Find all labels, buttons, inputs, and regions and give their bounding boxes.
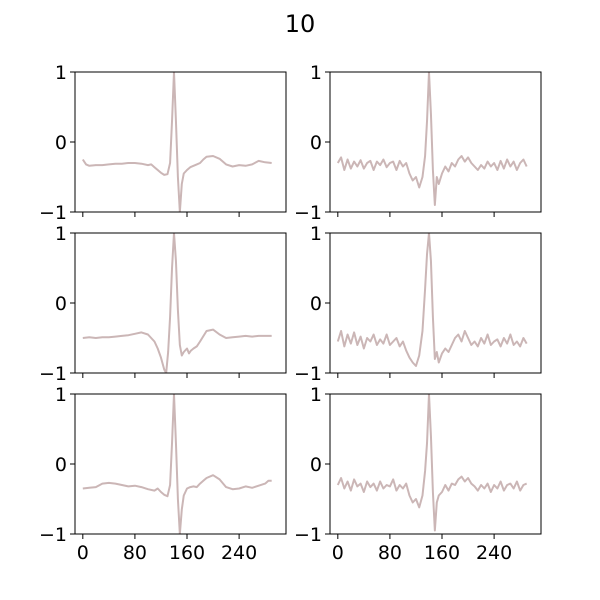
x-tick-label: 160 [424,542,460,564]
y-tick-label: 0 [310,454,322,476]
y-tick-label: 0 [55,132,67,154]
subplot-2-2: −1 0 1 [294,223,542,385]
x-tick-label: 80 [123,542,147,564]
x-tick-label: 0 [332,542,344,564]
y-tick-label: −1 [39,363,67,385]
series-line [81,72,272,212]
y-tick-label: 1 [310,62,322,84]
subplot-1-1: −1 0 1 [39,62,287,224]
y-tick-label: −1 [294,363,322,385]
y-tick-label: −1 [294,202,322,224]
x-tick-label: 80 [378,542,402,564]
y-tick-label: −1 [294,524,322,546]
y-tick-label: 0 [310,132,322,154]
y-tick-label: 1 [55,223,67,245]
y-tick-label: −1 [39,202,67,224]
subplot-1-2: −1 0 1 [294,62,542,224]
y-tick-label: 1 [310,384,322,406]
subplot-3-1: −1 0 1 0 80 160 240 [39,384,287,564]
series-line [82,394,272,534]
y-tick-label: 1 [310,223,322,245]
x-tick-label: 240 [221,542,257,564]
x-tick-label: 0 [77,542,89,564]
subplot-3-2: −1 0 1 0 80 160 240 [294,384,542,564]
y-tick-label: 1 [55,62,67,84]
x-tick-label: 160 [169,542,205,564]
x-tick-label: 240 [476,542,512,564]
series-line [336,394,528,532]
y-tick-label: 0 [55,293,67,315]
y-tick-label: 0 [55,454,67,476]
series-line [82,233,272,373]
y-tick-label: −1 [39,524,67,546]
y-tick-label: 1 [55,384,67,406]
figure-title: 10 [285,10,316,38]
series-line [336,72,528,206]
series-line [336,233,528,367]
subplot-2-1: −1 0 1 [39,223,287,385]
y-tick-label: 0 [310,293,322,315]
